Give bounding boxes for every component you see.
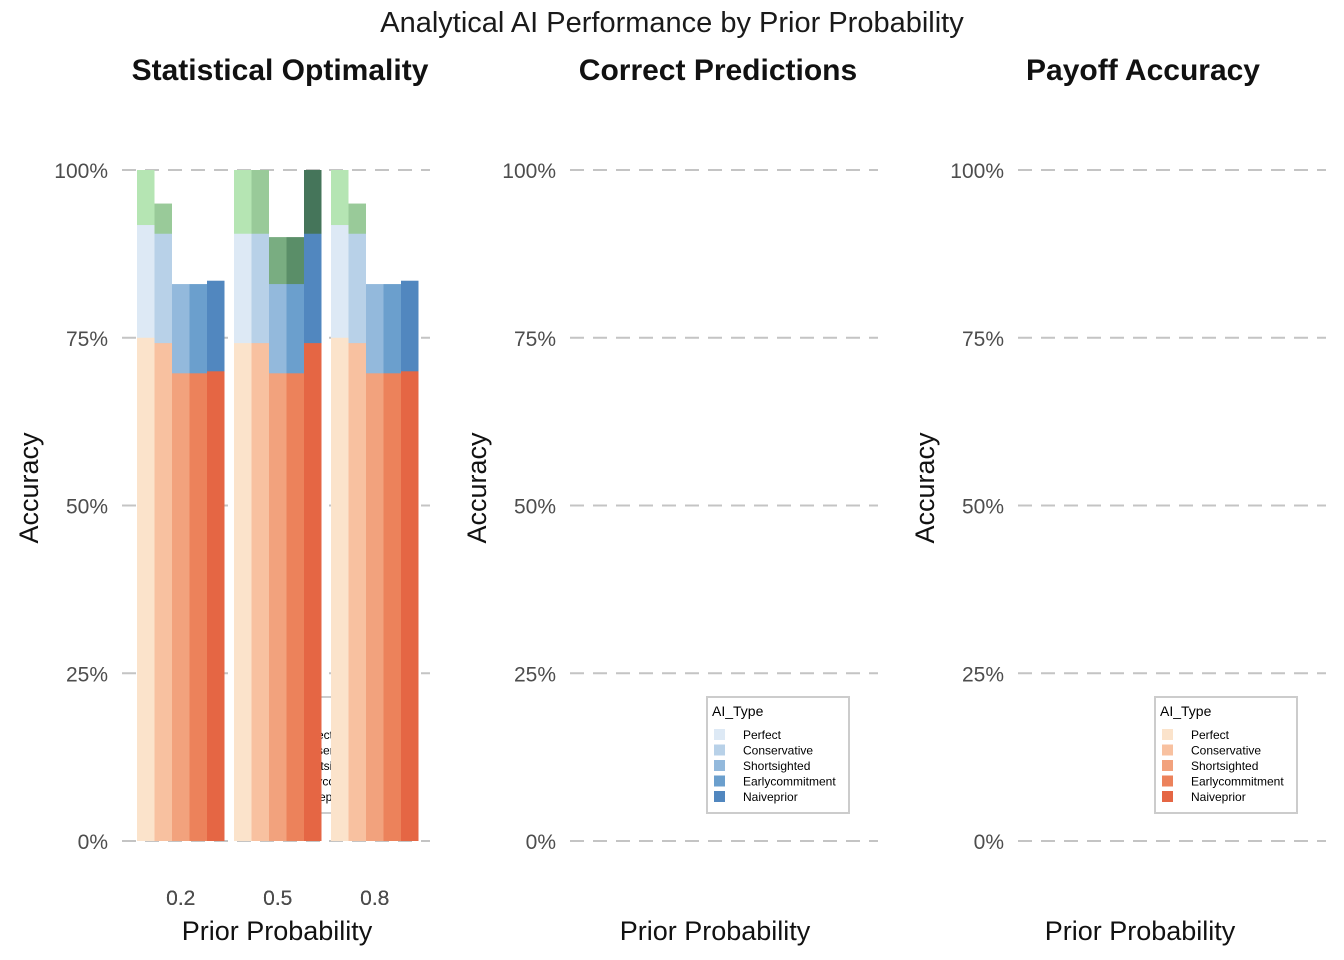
- legend-box: [706, 696, 850, 814]
- y-tick-label: 50%: [962, 496, 1004, 519]
- legend-label: Earlycommitment: [743, 775, 836, 789]
- x-axis-label: Prior Probability: [620, 916, 811, 946]
- panel-title: Correct Predictions: [579, 54, 857, 87]
- legend-label: Perfect: [1191, 728, 1230, 742]
- y-axis-label: Accuracy: [14, 432, 44, 544]
- bar-earlycommitment-0.2: [189, 373, 207, 841]
- y-tick-label: 25%: [514, 663, 556, 686]
- y-tick-label: 75%: [66, 328, 108, 351]
- x-tick-label: 0.8: [360, 887, 389, 910]
- legend-label: Conservative: [1191, 744, 1261, 758]
- legend-label: Conservative: [743, 744, 813, 758]
- legend-label: Earlycommitment: [1191, 775, 1284, 789]
- legend-label: Perfect: [743, 728, 782, 742]
- x-axis-label: Prior Probability: [1045, 916, 1236, 946]
- y-tick-label: 100%: [502, 160, 556, 183]
- bar-conservative-0.2: [154, 343, 172, 841]
- figure-title: Analytical AI Performance by Prior Proba…: [380, 7, 964, 39]
- legend-swatch-perfect: [1162, 729, 1173, 740]
- legend-title: AI_Type: [712, 703, 764, 719]
- bar-perfect-0.2: [137, 337, 155, 841]
- legend-swatch-earlycommitment: [1162, 775, 1173, 787]
- x-tick-label: 0.2: [166, 887, 195, 910]
- legend-swatch-naiveprior: [1162, 791, 1173, 802]
- bar-earlycommitment-0.8: [383, 373, 401, 841]
- y-tick-label: 75%: [962, 328, 1004, 351]
- bar-shortsighted-0.8: [366, 373, 384, 841]
- legend-swatch-earlycommitment: [714, 775, 725, 787]
- y-tick-label: 50%: [514, 496, 556, 519]
- legend-swatch-conservative: [1162, 744, 1173, 756]
- legend-swatch-naiveprior: [714, 791, 725, 802]
- bar-naiveprior-0.5: [304, 343, 322, 841]
- bar-naiveprior-0.8: [401, 371, 419, 841]
- y-axis-label: Accuracy: [910, 432, 940, 544]
- bar-conservative-0.8: [348, 343, 366, 841]
- y-tick-label: 25%: [962, 663, 1004, 686]
- legend-label: Shortsighted: [1191, 759, 1258, 773]
- legend-swatch-perfect: [714, 729, 725, 740]
- y-tick-label: 0%: [974, 831, 1004, 854]
- y-tick-label: 75%: [514, 328, 556, 351]
- bar-conservative-0.5: [251, 343, 269, 841]
- legend-label: Naiveprior: [1191, 790, 1246, 804]
- bar-shortsighted-0.5: [269, 373, 287, 841]
- x-tick-label: 0.5: [263, 887, 292, 910]
- bar-naiveprior-0.2: [207, 371, 225, 841]
- panel-title: Statistical Optimality: [132, 54, 429, 87]
- legend-label: Naiveprior: [743, 790, 798, 804]
- x-tick-label: 0.5: [263, 887, 292, 910]
- x-tick-label: 0.2: [166, 887, 195, 910]
- legend-title: AI_Type: [1160, 703, 1212, 719]
- bar-perfect-0.8: [331, 337, 349, 841]
- x-tick-label: 0.8: [360, 887, 389, 910]
- bar-earlycommitment-0.5: [286, 373, 304, 841]
- x-axis-label: Prior Probability: [182, 916, 373, 946]
- y-tick-label: 0%: [526, 831, 556, 854]
- y-tick-label: 25%: [66, 663, 108, 686]
- legend-label: Shortsighted: [743, 759, 810, 773]
- y-tick-label: 100%: [950, 160, 1004, 183]
- x-tick-label: 0.2: [166, 887, 195, 910]
- bar-shortsighted-0.2: [172, 373, 190, 841]
- y-axis-label: Accuracy: [462, 432, 492, 544]
- panel-title: Payoff Accuracy: [1026, 54, 1260, 87]
- y-tick-label: 0%: [78, 831, 108, 854]
- legend-swatch-shortsighted: [1162, 760, 1173, 771]
- x-tick-label: 0.8: [360, 887, 389, 910]
- legend-box: [1154, 696, 1298, 814]
- y-tick-label: 50%: [66, 496, 108, 519]
- bar-perfect-0.5: [234, 343, 252, 841]
- legend-swatch-shortsighted: [714, 760, 725, 771]
- x-tick-label: 0.5: [263, 887, 292, 910]
- y-tick-label: 100%: [54, 160, 108, 183]
- panel-3: Payoff Accuracy Accuracy 0% 25% 50% 75% 100% 0.…: [137, 54, 1326, 946]
- legend-swatch-conservative: [714, 744, 725, 756]
